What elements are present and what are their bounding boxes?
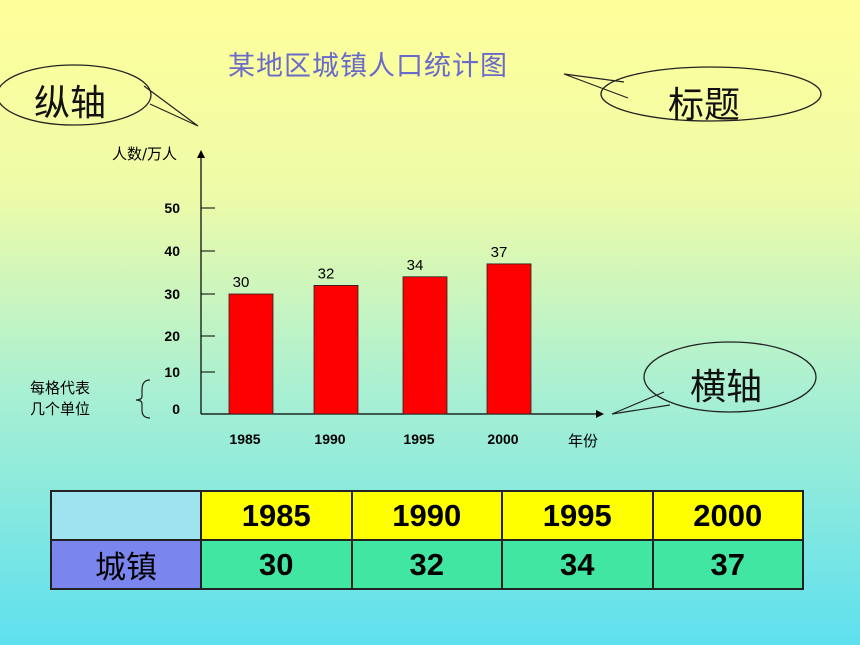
title-callout-label: 标题 [668,85,741,126]
x-axis-callout [611,341,817,415]
x-axis-callout-label: 横轴 [690,367,763,408]
y-axis-callout [0,64,199,127]
bar [402,276,448,415]
y-axis-callout-label: 纵轴 [34,83,107,124]
data-table: 1985 1990 1995 2000 城镇 30 32 34 37 [50,490,804,590]
table-value-cell: 30 [200,539,353,590]
x-category-label: 1990 [314,431,345,447]
unit-brace [135,379,151,419]
bar [486,263,532,415]
y-axis-arrow [197,150,205,158]
y-tick-label: 0 [172,401,180,417]
x-axis-label: 年份 [568,432,599,450]
bar-value-label: 37 [491,244,508,261]
table-year-cell: 1985 [200,490,353,541]
table-value-cell: 37 [651,539,804,590]
x-category-label: 1985 [229,431,260,447]
y-tick-label: 10 [164,364,180,380]
x-category-label: 2000 [487,431,518,447]
unit-note-line-1: 每格代表 [30,379,91,397]
table-value-cell: 34 [501,539,654,590]
table-year-cell: 1990 [350,490,503,541]
table-header-row: 1985 1990 1995 2000 [50,490,804,541]
bar-value-label: 32 [318,265,335,282]
y-tick-label: 30 [164,286,180,302]
x-category-label: 1995 [403,431,434,447]
bar [228,293,274,415]
table-year-cell: 1995 [501,490,654,541]
table-row-label: 城镇 [50,539,202,590]
unit-note: 每格代表 几个单位 [30,378,90,420]
chart-title: 某地区城镇人口统计图 [228,51,508,82]
unit-note-line-2: 几个单位 [30,400,91,418]
table-corner-cell [50,490,202,541]
bar-value-label: 30 [233,274,250,291]
y-tick-label: 50 [164,200,180,216]
x-axis-arrow [596,410,604,418]
table-value-cell: 32 [350,539,503,590]
table-data-row: 城镇 30 32 34 37 [50,539,804,590]
chart-bars [228,263,532,415]
y-tick-label: 40 [164,243,180,259]
bar-value-label: 34 [407,257,424,274]
title-callout [563,66,822,122]
bar [313,284,359,415]
y-tick-label: 20 [164,328,180,344]
chart-labels: 0 10 20 30 40 50 30 1985 32 1990 34 1995 37 2000 [164,200,518,447]
y-axis-label: 人数/万人 [112,145,178,163]
table-year-cell: 2000 [651,490,804,541]
